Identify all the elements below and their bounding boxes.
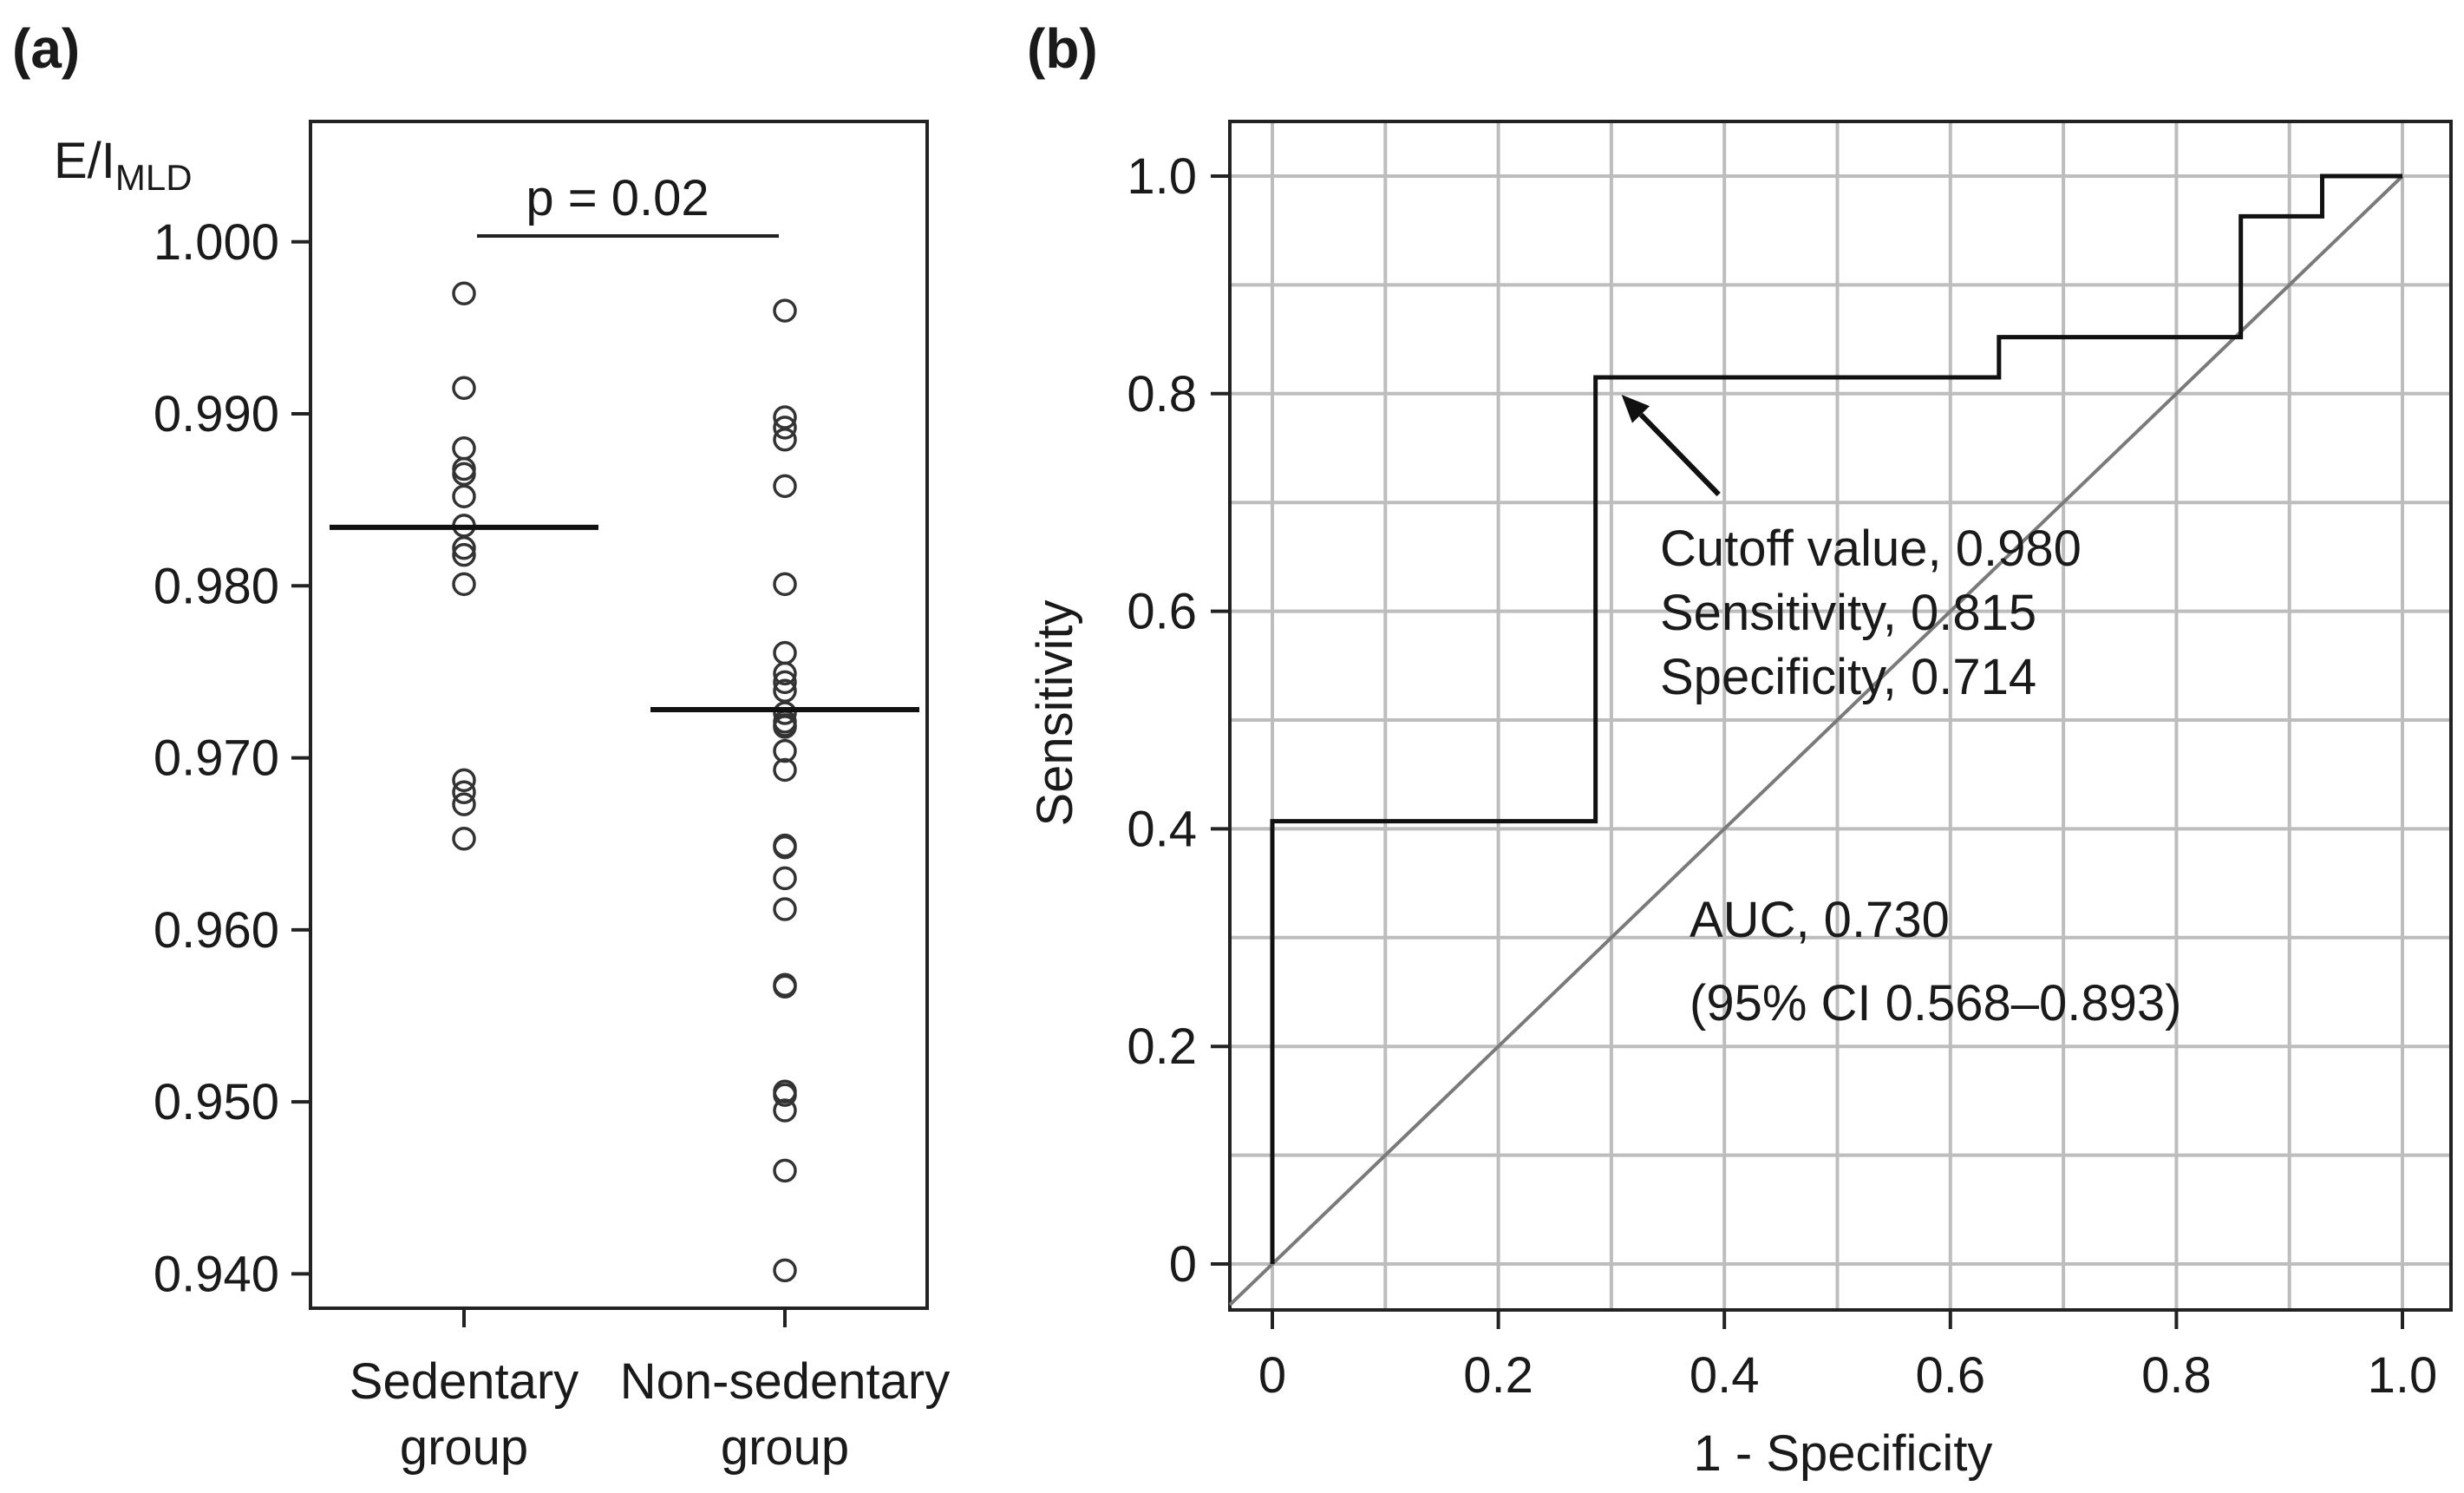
data-point bbox=[773, 416, 797, 440]
specificity-label: Specificity, 0.714 bbox=[1660, 649, 2036, 705]
panel-b-x-ticks: 0 0.2 0.4 0.6 0.8 1.0 bbox=[1258, 1310, 2437, 1404]
data-point bbox=[773, 1258, 797, 1283]
sensitivity-label: Sensitivity, 0.815 bbox=[1660, 585, 2036, 641]
cutoff-arrow bbox=[1638, 412, 1721, 497]
y-tick-label: 0.990 bbox=[154, 386, 279, 442]
data-point bbox=[773, 897, 797, 921]
data-point bbox=[773, 678, 797, 703]
x-tick-label: Sedentary bbox=[350, 1353, 578, 1410]
data-point bbox=[773, 661, 797, 686]
y-tick-label: 0.980 bbox=[154, 558, 279, 614]
y-tick-label: 0.8 bbox=[1127, 366, 1197, 422]
x-tick-label: 0.4 bbox=[1690, 1347, 1760, 1404]
panel-b-label: (b) bbox=[1027, 17, 1098, 80]
x-tick-label: 0 bbox=[1258, 1347, 1286, 1404]
data-point bbox=[773, 298, 797, 323]
y-tick-label: 1.0 bbox=[1127, 148, 1197, 205]
data-point bbox=[452, 435, 476, 461]
data-point bbox=[773, 1098, 797, 1123]
data-point bbox=[452, 792, 476, 816]
panel-a-label: (a) bbox=[12, 17, 80, 80]
y-tick-label: 0.2 bbox=[1127, 1018, 1197, 1075]
panel-b-x-axis-label: 1 - Specificity bbox=[1694, 1425, 1993, 1482]
data-point bbox=[773, 405, 797, 429]
x-tick-label: group bbox=[721, 1419, 849, 1476]
panel-b-grid bbox=[1230, 121, 2451, 1310]
data-point bbox=[773, 738, 797, 763]
data-point bbox=[452, 542, 476, 567]
y-tick-label: 0.960 bbox=[154, 902, 279, 959]
y-tick-label: 0.940 bbox=[154, 1246, 279, 1302]
panel-a-data-points bbox=[452, 281, 797, 1283]
data-point bbox=[452, 376, 476, 401]
panel-b-y-axis-label: Sensitivity bbox=[1027, 599, 1083, 826]
data-point bbox=[773, 701, 797, 725]
panel-a-dot-plot: (a) E/IMLD 1.000 0.990 0.980 0.970 0.960 0.95… bbox=[12, 17, 950, 1476]
data-point bbox=[452, 484, 476, 508]
data-point bbox=[773, 474, 797, 499]
y-tick-label: 0.970 bbox=[154, 730, 279, 787]
auc-label: AUC, 0.730 bbox=[1690, 892, 1950, 948]
data-point bbox=[773, 1158, 797, 1183]
p-value-label: p = 0.02 bbox=[526, 170, 709, 226]
panel-a-y-axis-label: E/IMLD bbox=[54, 133, 193, 198]
y-tick-label: 0.950 bbox=[154, 1074, 279, 1130]
roc-curve-line bbox=[1270, 174, 2402, 1264]
data-point bbox=[452, 535, 476, 560]
data-point bbox=[452, 462, 476, 487]
panel-b-frame bbox=[1228, 120, 2453, 1312]
data-point bbox=[452, 768, 476, 793]
data-point bbox=[452, 281, 476, 306]
data-point bbox=[773, 572, 797, 597]
y-tick-label: 0.4 bbox=[1127, 801, 1197, 857]
panel-a-x-ticks: Sedentary group Non-sedentary group bbox=[350, 1308, 950, 1476]
data-point bbox=[773, 428, 797, 452]
x-tick-label: Non-sedentary bbox=[620, 1353, 950, 1410]
data-point bbox=[452, 780, 476, 804]
panel-b-y-ticks: 0 0.2 0.4 0.6 0.8 1.0 bbox=[1127, 148, 1230, 1293]
x-tick-label: 1.0 bbox=[2368, 1347, 2438, 1404]
panel-a-medians bbox=[330, 524, 919, 713]
panel-b-roc-curve: (b) 0 0.2 0.4 0.6 0.8 1.0 0 0.2 0.4 0.6 0.8 1.0 1 … bbox=[1027, 17, 2453, 1482]
panel-a-y-ticks: 1.000 0.990 0.980 0.970 0.960 0.950 0.940 bbox=[154, 214, 310, 1302]
data-point bbox=[773, 974, 797, 999]
x-tick-label: 0.2 bbox=[1463, 1347, 1533, 1404]
x-tick-label: group bbox=[400, 1419, 528, 1476]
panel-a-frame bbox=[309, 120, 929, 1310]
auc-ci-label: (95% CI 0.568–0.893) bbox=[1690, 975, 2181, 1031]
data-point bbox=[452, 826, 476, 851]
data-point bbox=[773, 757, 797, 783]
cutoff-value-label: Cutoff value, 0.980 bbox=[1660, 521, 2082, 577]
data-point bbox=[773, 715, 797, 739]
data-point bbox=[773, 1083, 797, 1107]
reference-diagonal-line bbox=[1228, 174, 2404, 1306]
y-tick-label: 1.000 bbox=[154, 214, 279, 271]
x-tick-label: 0.6 bbox=[1915, 1347, 1985, 1404]
data-point bbox=[773, 640, 797, 665]
y-tick-label: 0.6 bbox=[1127, 584, 1197, 640]
data-point bbox=[773, 835, 797, 860]
cutoff-arrow-head bbox=[1621, 394, 1650, 423]
data-point bbox=[452, 572, 476, 597]
data-point bbox=[773, 670, 797, 695]
y-tick-label: 0 bbox=[1169, 1236, 1197, 1293]
data-point bbox=[773, 866, 797, 891]
x-tick-label: 0.8 bbox=[2141, 1347, 2212, 1404]
